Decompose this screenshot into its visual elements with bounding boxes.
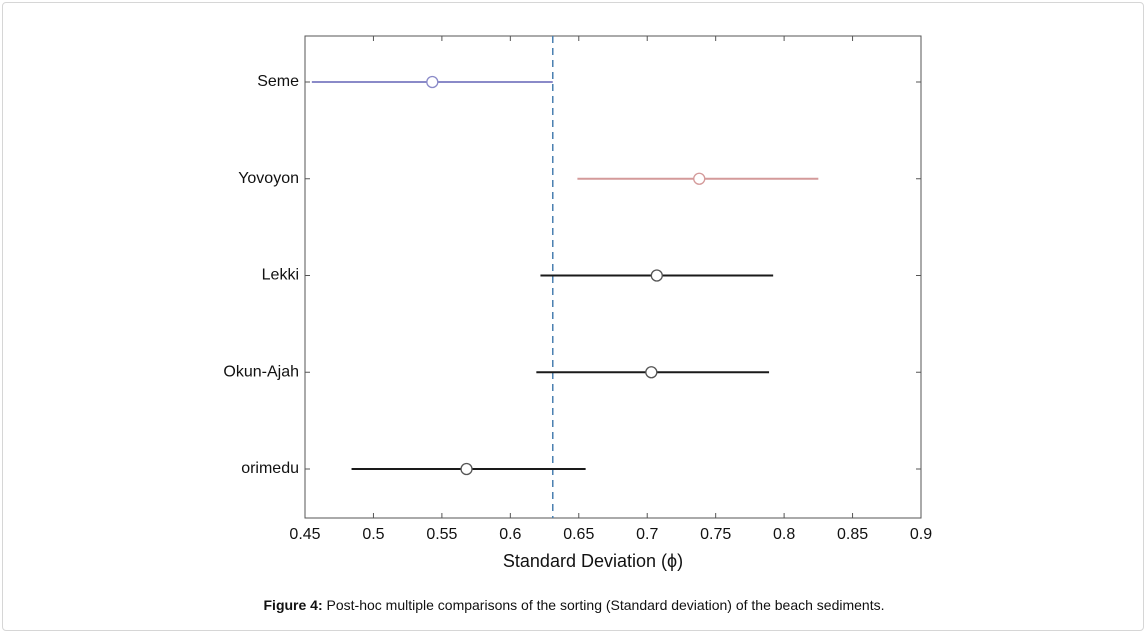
x-axis-label: Standard Deviation (ϕ)	[503, 551, 683, 571]
x-tick-label: 0.9	[910, 526, 932, 543]
x-tick-label: 0.7	[636, 526, 658, 543]
caption-label: Figure 4:	[263, 597, 323, 613]
x-tick-label: 0.65	[563, 526, 594, 543]
x-tick-label: 0.5	[362, 526, 384, 543]
x-tick-label: 0.55	[426, 526, 457, 543]
x-tick-label: 0.85	[837, 526, 868, 543]
y-tick-label: orimedu	[241, 460, 299, 477]
x-tick-label: 0.6	[499, 526, 521, 543]
mean-marker	[426, 75, 439, 89]
mean-marker	[645, 366, 658, 379]
chart: Standard Deviation (ϕ) 0.45 0.5 0.55 0.6 0.6…	[223, 35, 932, 571]
mean-marker	[650, 269, 663, 282]
caption: Figure 4: Post-hoc multiple comparisons …	[0, 597, 1148, 613]
y-tick-label: Yovoyon	[238, 170, 299, 187]
x-tick-label: 0.8	[773, 526, 795, 543]
mean-marker	[693, 172, 706, 185]
plot-frame	[304, 35, 922, 519]
x-tick-label: 0.75	[700, 526, 731, 543]
x-tick-label: 0.45	[289, 526, 320, 543]
mean-marker	[460, 462, 473, 476]
y-tick-label: Lekki	[262, 267, 299, 284]
y-tick-label: Okun-Ajah	[223, 363, 299, 380]
y-tick-label: Seme	[257, 73, 299, 90]
caption-text: Post-hoc multiple comparisons of the sor…	[326, 597, 885, 613]
